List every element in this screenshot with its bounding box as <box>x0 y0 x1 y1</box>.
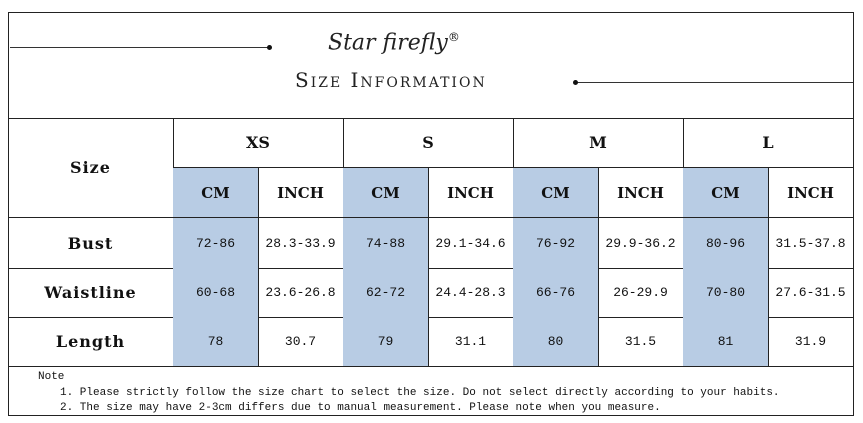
value-cell: 26-29.9 <box>598 268 684 318</box>
value-cell: 30.7 <box>258 317 344 367</box>
size-header: M <box>513 118 684 168</box>
value-cell: 28.3-33.9 <box>258 218 344 269</box>
unit-header: INCH <box>768 168 854 218</box>
registered-mark: ® <box>447 30 460 44</box>
value-cell: 29.1-34.6 <box>428 218 514 269</box>
value-cell: 31.5 <box>598 317 684 367</box>
brand-name: Star firefly <box>328 30 448 56</box>
header-rule <box>8 118 854 119</box>
value-cell: 62-72 <box>343 268 429 318</box>
row-label: Length <box>8 317 174 367</box>
value-cell: 66-76 <box>513 268 599 318</box>
value-cell: 70-80 <box>683 268 769 318</box>
rule-right <box>576 82 853 83</box>
value-cell: 31.9 <box>768 317 854 367</box>
rule-dot <box>267 45 272 50</box>
row-label: Waistline <box>8 268 174 318</box>
value-cell: 29.9-36.2 <box>598 218 684 269</box>
rule-dot <box>573 80 578 85</box>
title: Size Information <box>295 68 487 92</box>
size-header: XS <box>173 118 344 168</box>
value-cell: 80-96 <box>683 218 769 269</box>
rule-left <box>10 47 270 48</box>
corner-label: Size <box>8 118 174 218</box>
value-cell: 81 <box>683 317 769 367</box>
value-cell: 76-92 <box>513 218 599 269</box>
value-cell: 79 <box>343 317 429 367</box>
brand: Star firefly® <box>328 30 460 55</box>
note-text: 2. The size may have 2-3cm differs due t… <box>60 402 661 414</box>
unit-header: CM <box>513 168 599 218</box>
unit-header: CM <box>683 168 769 218</box>
unit-header: CM <box>343 168 429 218</box>
size-header: S <box>343 118 514 168</box>
value-cell: 24.4-28.3 <box>428 268 514 318</box>
value-cell: 80 <box>513 317 599 367</box>
value-cell: 31.1 <box>428 317 514 367</box>
value-cell: 72-86 <box>173 218 259 269</box>
note-text: 1. Please strictly follow the size chart… <box>60 387 780 399</box>
unit-header: INCH <box>258 168 344 218</box>
row-label: Bust <box>8 218 174 269</box>
value-cell: 23.6-26.8 <box>258 268 344 318</box>
size-header: L <box>683 118 854 168</box>
value-cell: 31.5-37.8 <box>768 218 854 269</box>
value-cell: 74-88 <box>343 218 429 269</box>
note-text: Note <box>38 371 65 383</box>
value-cell: 27.6-31.5 <box>768 268 854 318</box>
unit-header: CM <box>173 168 259 218</box>
unit-header: INCH <box>428 168 514 218</box>
value-cell: 60-68 <box>173 268 259 318</box>
value-cell: 78 <box>173 317 259 367</box>
unit-header: INCH <box>598 168 684 218</box>
